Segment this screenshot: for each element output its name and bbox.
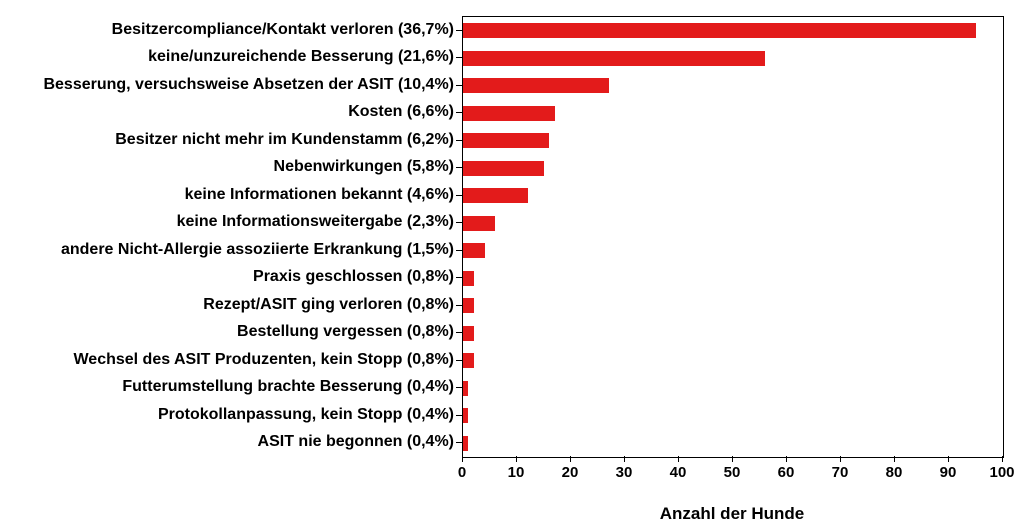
bar	[463, 51, 765, 66]
x-tick-label: 0	[442, 464, 482, 481]
y-tick	[456, 332, 462, 333]
y-tick	[456, 85, 462, 86]
x-tick	[894, 456, 895, 462]
x-tick-label: 80	[874, 464, 914, 481]
x-tick	[624, 456, 625, 462]
bar	[463, 271, 474, 286]
y-tick	[456, 442, 462, 443]
y-axis-label: Praxis geschlossen (0,8%)	[253, 269, 454, 285]
x-tick	[462, 456, 463, 462]
y-tick	[456, 222, 462, 223]
y-axis-label: keine Informationen bekannt (4,6%)	[185, 187, 454, 203]
bar	[463, 436, 468, 451]
y-tick	[456, 360, 462, 361]
y-tick	[456, 277, 462, 278]
y-tick	[456, 250, 462, 251]
y-axis-label: Bestellung vergessen (0,8%)	[237, 324, 454, 340]
bar	[463, 161, 544, 176]
y-tick	[456, 30, 462, 31]
x-tick	[948, 456, 949, 462]
x-tick-label: 70	[820, 464, 860, 481]
y-tick	[456, 195, 462, 196]
y-axis-label: Besserung, versuchsweise Absetzen der AS…	[43, 77, 454, 93]
bar	[463, 106, 555, 121]
x-tick	[570, 456, 571, 462]
bar	[463, 298, 474, 313]
x-tick	[840, 456, 841, 462]
y-tick	[456, 112, 462, 113]
y-tick	[456, 167, 462, 168]
y-axis-label: Besitzercompliance/Kontakt verloren (36,…	[112, 22, 454, 38]
y-tick	[456, 415, 462, 416]
y-tick	[456, 57, 462, 58]
x-tick-label: 100	[982, 464, 1022, 481]
y-axis-label: Protokollanpassung, kein Stopp (0,4%)	[158, 407, 454, 423]
y-tick	[456, 387, 462, 388]
y-axis-label: keine Informationsweitergabe (2,3%)	[177, 214, 454, 230]
bar	[463, 188, 528, 203]
bar	[463, 353, 474, 368]
x-tick-label: 90	[928, 464, 968, 481]
x-tick-label: 30	[604, 464, 644, 481]
y-axis-label: Wechsel des ASIT Produzenten, kein Stopp…	[73, 352, 454, 368]
y-tick	[456, 140, 462, 141]
x-tick-label: 60	[766, 464, 806, 481]
y-axis-label: keine/unzureichende Besserung (21,6%)	[148, 49, 454, 65]
bar	[463, 381, 468, 396]
x-tick-label: 10	[496, 464, 536, 481]
y-axis-label: Futterumstellung brachte Besserung (0,4%…	[122, 379, 454, 395]
y-axis-label: Besitzer nicht mehr im Kundenstamm (6,2%…	[115, 132, 454, 148]
bar	[463, 408, 468, 423]
bar	[463, 326, 474, 341]
y-axis-label: andere Nicht-Allergie assoziierte Erkran…	[61, 242, 454, 258]
y-axis-label: Nebenwirkungen (5,8%)	[274, 159, 454, 175]
bar	[463, 78, 609, 93]
y-axis-label: ASIT nie begonnen (0,4%)	[258, 434, 454, 450]
y-tick	[456, 305, 462, 306]
bar-chart: Anzahl der Hunde Besitzercompliance/Kont…	[0, 0, 1024, 532]
x-tick	[516, 456, 517, 462]
x-tick-label: 40	[658, 464, 698, 481]
y-axis-label: Rezept/ASIT ging verloren (0,8%)	[203, 297, 454, 313]
bar	[463, 243, 485, 258]
x-tick-label: 20	[550, 464, 590, 481]
x-tick	[1002, 456, 1003, 462]
bar	[463, 23, 976, 38]
x-axis-title: Anzahl der Hunde	[462, 504, 1002, 524]
plot-area	[462, 16, 1004, 458]
bar	[463, 133, 549, 148]
bar	[463, 216, 495, 231]
y-axis-label: Kosten (6,6%)	[348, 104, 454, 120]
x-tick	[678, 456, 679, 462]
x-tick	[786, 456, 787, 462]
x-tick	[732, 456, 733, 462]
x-tick-label: 50	[712, 464, 752, 481]
